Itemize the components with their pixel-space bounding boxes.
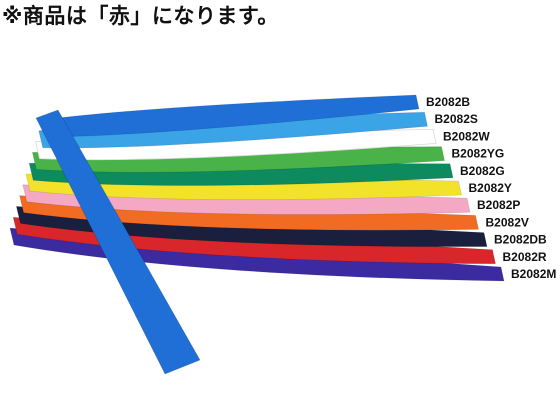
headband-tail-b2082b [35, 109, 201, 375]
product-code-label: B2082P [477, 198, 520, 212]
headband-strip-b2082b [41, 94, 420, 138]
product-code-label: B2082S [435, 112, 478, 126]
product-code-label: B2082V [486, 215, 529, 229]
product-code-label: B2082YG [452, 147, 505, 161]
product-code-label: B2082M [511, 267, 556, 281]
product-color-notice: ※商品は「赤」になります。 [2, 4, 279, 28]
product-code-label: B2082R [503, 250, 547, 264]
product-code-label: B2082W [443, 129, 490, 143]
product-code-label: B2082G [460, 164, 505, 178]
product-code-label: B2082Y [469, 181, 512, 195]
product-code-label: B2082DB [494, 233, 547, 247]
product-code-label: B2082B [426, 95, 470, 109]
